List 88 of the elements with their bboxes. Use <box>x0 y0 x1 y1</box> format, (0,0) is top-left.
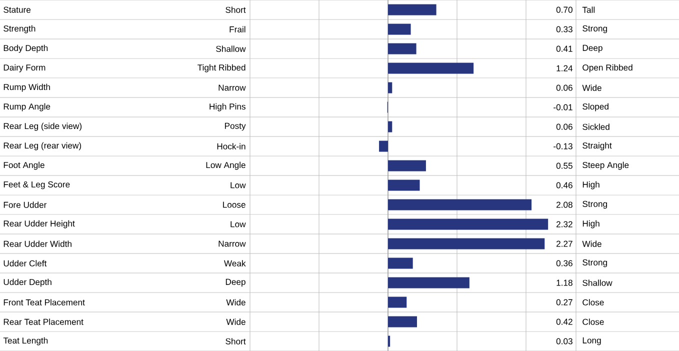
bar <box>388 160 426 172</box>
text: Straight <box>582 142 612 150</box>
y-tick-label: Front Teat Placement <box>4 299 85 306</box>
text: Short <box>226 338 246 344</box>
bar <box>388 296 407 308</box>
data-label: 0.27 <box>556 299 572 306</box>
y-tick-label: Udder Cleft <box>4 260 47 266</box>
text: Strong <box>582 25 607 34</box>
y-tick-label: Strength <box>4 25 36 34</box>
data-label: 1.24 <box>556 65 573 72</box>
bar <box>388 258 413 269</box>
bar <box>388 316 417 328</box>
y-tick-label: Rear Leg (rear view) <box>4 142 82 150</box>
text: Shallow <box>582 280 612 286</box>
data-label: 0.33 <box>556 26 572 32</box>
y-tick-label: Rear Teat Placement <box>4 318 84 325</box>
text: Deep <box>582 44 602 53</box>
data-label: 0.55 <box>556 162 572 169</box>
y-tick-label: Teat Length <box>3 337 48 346</box>
data-label: 2.32 <box>556 221 572 228</box>
text: Posty <box>224 122 246 131</box>
y-tick-label: Rump Angle <box>4 103 50 112</box>
data-label: 0.36 <box>556 260 572 266</box>
text: Close <box>582 318 604 325</box>
text: Wide <box>226 318 246 325</box>
bar <box>388 238 545 250</box>
data-label: 0.03 <box>556 338 572 344</box>
bar <box>388 218 548 230</box>
data-label: 0.46 <box>556 182 572 188</box>
text: Open Ribbed <box>582 64 632 72</box>
bar <box>388 121 392 132</box>
text: Sloped <box>582 103 608 112</box>
y-tick-label: Rear Udder Height <box>4 220 75 228</box>
text: Tall <box>582 6 595 13</box>
y-tick-label: Body Depth <box>4 44 48 53</box>
bar <box>388 4 436 16</box>
data-label: -0.13 <box>554 143 572 150</box>
y-tick-label: Rear Udder Width <box>4 240 72 247</box>
text: Wide <box>226 299 246 306</box>
text: Hock-in <box>217 143 246 150</box>
text: Frail <box>230 26 246 32</box>
y-tick-label: Feet & Leg Score <box>4 181 70 190</box>
text: Deep <box>226 278 246 287</box>
data-label: 2.27 <box>556 240 572 247</box>
bar <box>388 43 416 54</box>
text: Narrow <box>218 84 246 91</box>
text: Narrow <box>218 240 246 247</box>
text: Close <box>582 299 604 306</box>
text: Low Angle <box>206 162 246 170</box>
text: Short <box>226 6 246 13</box>
y-tick-label: Rear Leg (side view) <box>4 122 82 131</box>
data-label: 0.70 <box>556 6 572 13</box>
text: Shallow <box>216 46 246 52</box>
text: Tight Ribbed <box>198 64 246 72</box>
text: Loose <box>223 202 246 208</box>
text: High <box>582 220 600 228</box>
text: Steep Angle <box>582 162 629 170</box>
y-tick-label: Rump Width <box>4 84 50 92</box>
y-tick-label: Udder Depth <box>4 278 52 287</box>
text: High Pins <box>210 103 246 112</box>
text: Strong <box>582 200 607 209</box>
bar <box>388 199 532 210</box>
y-tick-label: Foot Angle <box>4 162 44 170</box>
bar <box>388 82 392 94</box>
data-label: 2.08 <box>556 202 572 208</box>
bar <box>388 277 470 288</box>
data-label: 0.41 <box>556 46 572 52</box>
bar <box>388 24 411 35</box>
text: Low <box>230 221 246 228</box>
text: Weak <box>224 260 246 266</box>
bar <box>379 140 388 152</box>
text: Strong <box>582 259 607 268</box>
data-label: -0.01 <box>554 104 572 110</box>
data-label: 0.42 <box>556 318 572 325</box>
data-label: 1.18 <box>556 280 572 286</box>
text: Long <box>582 337 601 346</box>
data-label: 0.06 <box>556 84 572 91</box>
y-tick-label: Dairy Form <box>4 64 46 72</box>
text: Sickled <box>582 124 610 130</box>
text: Wide <box>582 84 602 91</box>
text: High <box>582 181 600 190</box>
text: Low <box>230 182 246 188</box>
bar <box>388 62 474 74</box>
y-tick-label: Fore Udder <box>4 202 47 208</box>
text: Wide <box>582 240 602 247</box>
y-tick-label: Stature <box>4 6 31 13</box>
bar <box>388 180 420 191</box>
data-label: 0.06 <box>556 124 572 130</box>
